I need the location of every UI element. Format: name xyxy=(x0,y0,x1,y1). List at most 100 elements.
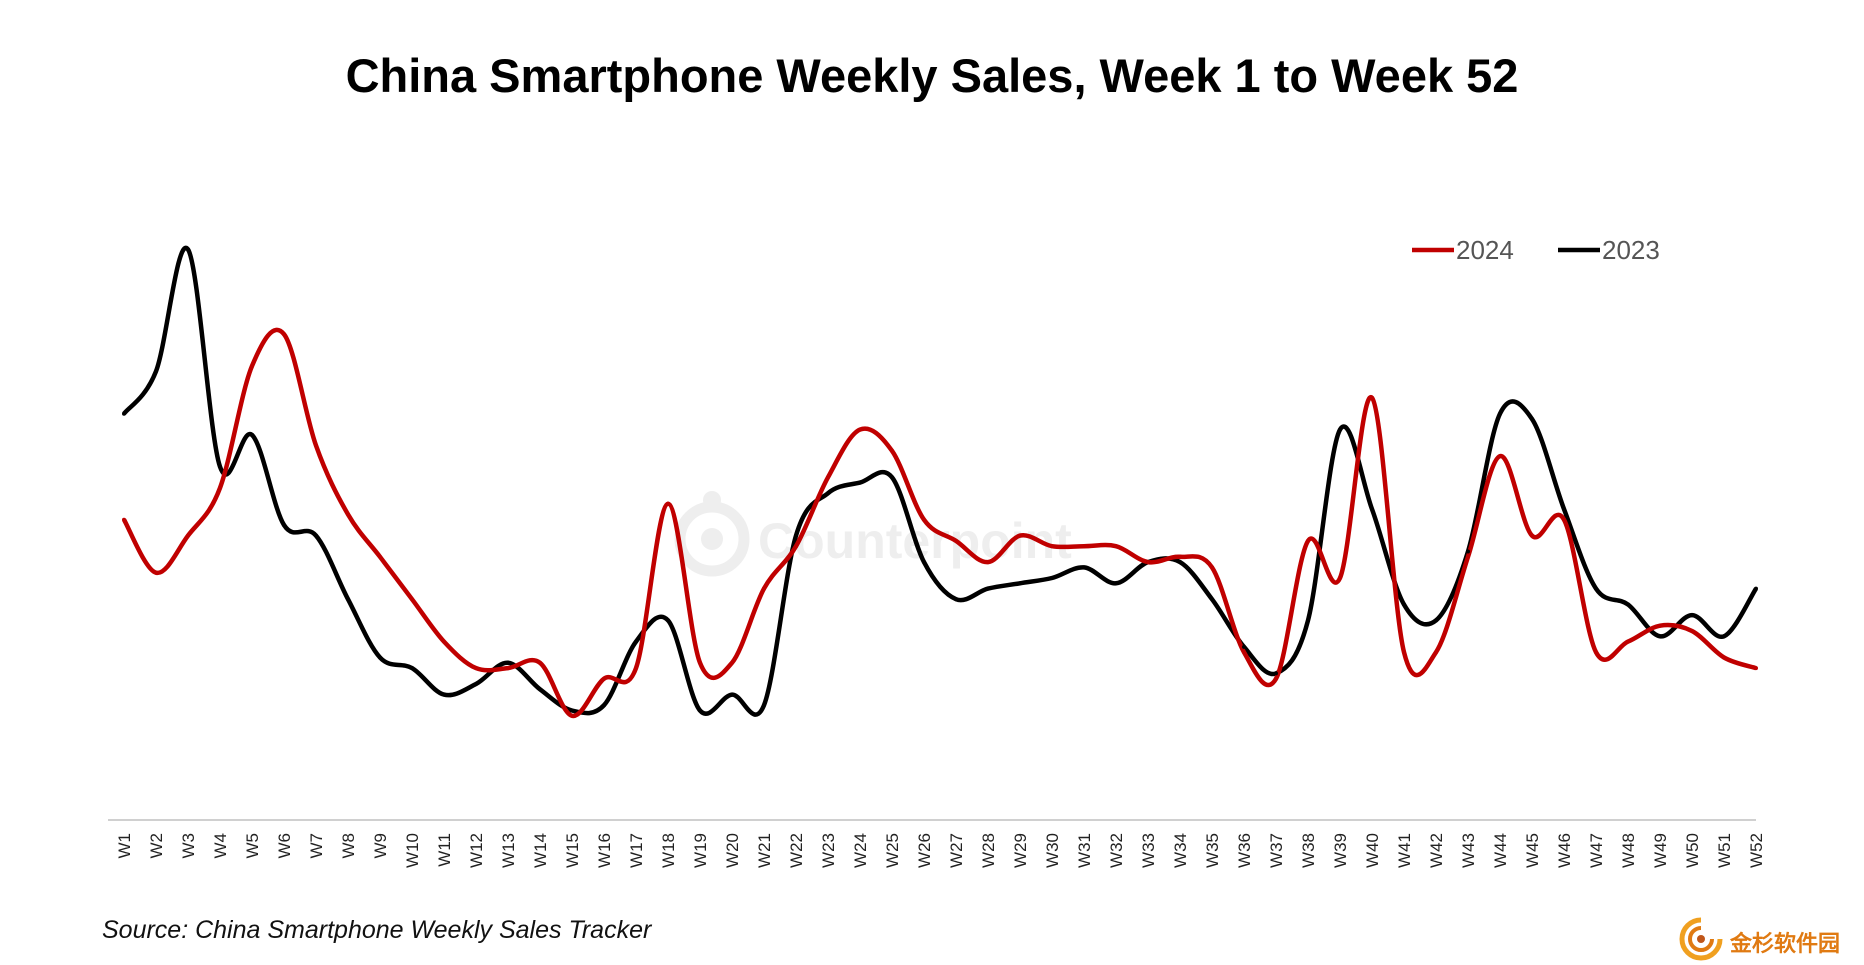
point-2023-w6 xyxy=(282,523,286,527)
point-2023-w48 xyxy=(1626,602,1630,607)
x-tick-label-w51: W51 xyxy=(1715,833,1734,868)
point-2023-w29 xyxy=(1018,581,1022,586)
point-2024-w43 xyxy=(1466,554,1470,559)
point-2024-w11 xyxy=(442,639,446,644)
series-lines xyxy=(122,245,1758,719)
point-2024-w17 xyxy=(634,666,638,671)
point-2024-w5 xyxy=(250,364,254,368)
counterpoint-watermark: Counterpoint xyxy=(674,491,1072,577)
x-tick-label-w38: W38 xyxy=(1299,833,1318,868)
x-tick-label-w4: W4 xyxy=(211,833,230,859)
point-2023-w9 xyxy=(378,655,382,660)
x-tick-label-w28: W28 xyxy=(979,833,998,868)
point-2024-w20 xyxy=(730,660,734,665)
point-2024-w21 xyxy=(762,586,766,591)
point-2024-w52 xyxy=(1754,666,1758,671)
point-2024-w26 xyxy=(922,517,926,522)
point-2023-w28 xyxy=(986,586,990,591)
point-2023-w4 xyxy=(218,464,222,469)
point-2024-w14 xyxy=(538,660,542,665)
point-2024-w24 xyxy=(858,427,862,432)
point-2024-w35 xyxy=(1210,565,1214,570)
x-tick-label-w41: W41 xyxy=(1395,833,1414,868)
point-2023-w27 xyxy=(954,597,958,602)
x-tick-label-w36: W36 xyxy=(1235,833,1254,868)
x-tick-label-w9: W9 xyxy=(371,833,390,859)
point-2024-w18 xyxy=(666,501,670,506)
point-2023-w47 xyxy=(1594,586,1598,591)
point-2024-w23 xyxy=(826,475,830,480)
point-2023-w36 xyxy=(1242,644,1246,649)
point-2023-w41 xyxy=(1402,602,1406,607)
x-tick-label-w27: W27 xyxy=(947,833,966,868)
x-tick-label-w47: W47 xyxy=(1587,833,1606,868)
x-tick-label-w2: W2 xyxy=(147,833,166,859)
point-2023-w1 xyxy=(122,411,126,416)
point-2024-w27 xyxy=(954,538,958,543)
point-2024-w9 xyxy=(378,554,382,559)
series-line-2024 xyxy=(122,327,1757,719)
legend-label-2024: 2024 xyxy=(1456,235,1514,265)
point-2024-w28 xyxy=(986,560,990,565)
point-2024-w10 xyxy=(410,597,414,602)
x-tick-label-w44: W44 xyxy=(1491,833,1510,868)
x-tick-label-w1: W1 xyxy=(115,833,134,859)
point-2024-w34 xyxy=(1178,554,1182,559)
point-2023-w31 xyxy=(1082,565,1086,570)
source-note: Source: China Smartphone Weekly Sales Tr… xyxy=(102,916,652,944)
x-tick-label-w34: W34 xyxy=(1171,833,1190,868)
point-2023-w37 xyxy=(1274,671,1278,676)
point-2023-w40 xyxy=(1370,507,1374,512)
point-2023-w16 xyxy=(602,703,606,708)
x-tick-label-w23: W23 xyxy=(819,833,838,868)
point-2023-w3 xyxy=(186,247,190,252)
point-2024-w46 xyxy=(1562,517,1566,522)
x-tick-label-w18: W18 xyxy=(659,833,678,868)
point-2024-w13 xyxy=(506,666,510,671)
point-2023-w5 xyxy=(250,432,254,437)
x-tick-label-w31: W31 xyxy=(1075,833,1094,868)
point-2023-w50 xyxy=(1690,613,1694,618)
x-tick-label-w37: W37 xyxy=(1267,833,1286,868)
x-tick-label-w39: W39 xyxy=(1331,833,1350,868)
point-2024-w22 xyxy=(794,544,798,549)
point-2024-w7 xyxy=(314,443,318,448)
x-tick-label-w30: W30 xyxy=(1043,833,1062,868)
point-2024-w3 xyxy=(186,533,190,538)
point-2023-w22 xyxy=(794,533,798,538)
point-2023-w45 xyxy=(1530,417,1534,421)
x-tick-label-w32: W32 xyxy=(1107,833,1126,868)
x-tick-label-w46: W46 xyxy=(1555,833,1574,868)
logo-text: 金杉软件园 xyxy=(1730,932,1841,957)
x-tick-label-w7: W7 xyxy=(307,833,326,859)
point-2023-w17 xyxy=(634,639,638,644)
point-2024-w45 xyxy=(1530,533,1534,538)
x-tick-label-w24: W24 xyxy=(851,833,870,868)
x-tick-label-w5: W5 xyxy=(243,833,262,859)
point-2024-w41 xyxy=(1402,650,1406,655)
point-2024-w49 xyxy=(1658,623,1662,628)
point-2023-w35 xyxy=(1210,597,1214,602)
point-2023-w20 xyxy=(730,692,734,697)
point-2024-w4 xyxy=(218,485,222,490)
x-tick-label-w3: W3 xyxy=(179,833,198,859)
series-points xyxy=(122,247,1758,718)
point-2023-w18 xyxy=(666,618,670,623)
point-2023-w10 xyxy=(410,666,414,671)
x-tick-label-w17: W17 xyxy=(627,833,646,868)
point-2024-w16 xyxy=(602,676,606,681)
point-2023-w15 xyxy=(570,708,574,713)
x-tick-label-w33: W33 xyxy=(1139,833,1158,868)
point-2023-w2 xyxy=(154,369,158,374)
point-2023-w43 xyxy=(1466,549,1470,554)
point-2024-w2 xyxy=(154,570,158,575)
point-2024-w25 xyxy=(890,448,894,453)
point-2024-w50 xyxy=(1690,629,1694,633)
x-tick-label-w26: W26 xyxy=(915,833,934,868)
point-2024-w6 xyxy=(282,332,286,337)
point-2023-w38 xyxy=(1306,618,1310,623)
point-2024-w31 xyxy=(1082,544,1086,549)
x-tick-label-w29: W29 xyxy=(1011,833,1030,868)
x-tick-label-w11: W11 xyxy=(435,833,454,867)
point-2024-w8 xyxy=(346,512,350,517)
